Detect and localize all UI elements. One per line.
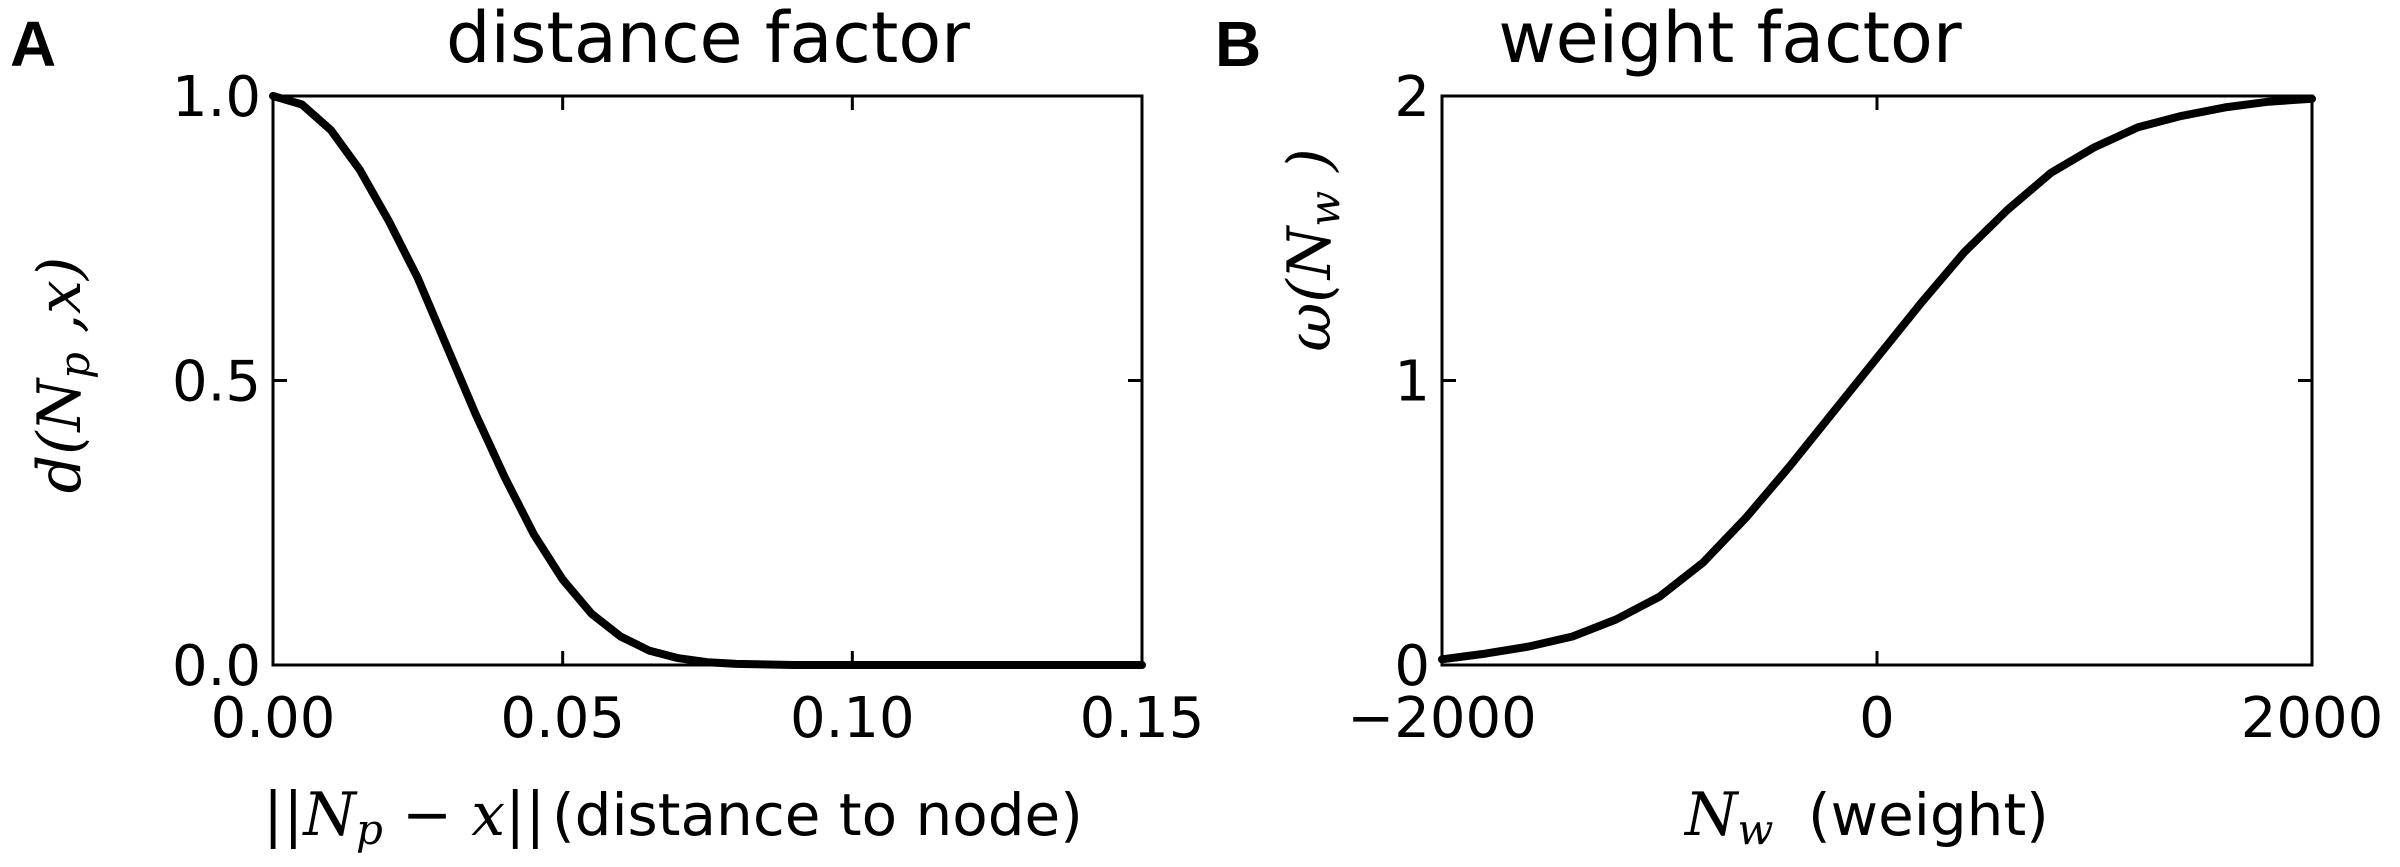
chart-title: weight factor [1498,0,1962,79]
y-tick-label: 0 [1394,634,1430,699]
x-tick-label: 2000 [2241,686,2384,751]
x-tick-label: 0.05 [500,686,625,751]
y-tick-label: 1 [1394,350,1430,415]
y-axis-label: d(Np ,x) [25,257,99,494]
y-tick-label: 0.5 [172,350,261,415]
panel-b: B weight factor ω(Nw ) Nw (weight) −2000… [1215,0,2383,854]
x-axis-label: Nw (weight) [1683,780,2049,854]
plot-frame [271,94,1144,667]
x-tick-label: 0.00 [211,686,336,751]
x-axis-label-math: ||Np − x|| [263,780,546,854]
y-tick-label: 2 [1394,65,1430,130]
x-tick-label: 0 [1859,686,1895,751]
panel-letter: A [10,8,56,80]
series-line [1438,94,2316,664]
x-axis-label-text: (distance to node) [552,781,1083,849]
panel-letter: B [1215,8,1261,80]
y-axis-label: ω(Nw ) [1275,148,1349,351]
chart-title: distance factor [446,0,970,79]
x-tick-label: 0.15 [1080,686,1205,751]
plot-frame [1440,94,2314,667]
x-tick-label: 0.10 [790,686,915,751]
y-tick-label: 0.0 [172,634,261,699]
x-tick-label: −2000 [1347,686,1536,751]
x-axis-label-math: Nw [1683,780,1774,854]
plot-area: 0.00 0.05 0.10 0.15 0.0 0.5 1.0 [172,65,1204,751]
panel-a: A distance factor d(Np ,x) ||Np − x|| (d… [10,0,1204,854]
series-line [269,92,1146,669]
x-axis-label: ||Np − x|| (distance to node) [263,780,1083,854]
y-tick-label: 1.0 [172,65,261,130]
x-axis-label-text: (weight) [1808,781,2049,849]
